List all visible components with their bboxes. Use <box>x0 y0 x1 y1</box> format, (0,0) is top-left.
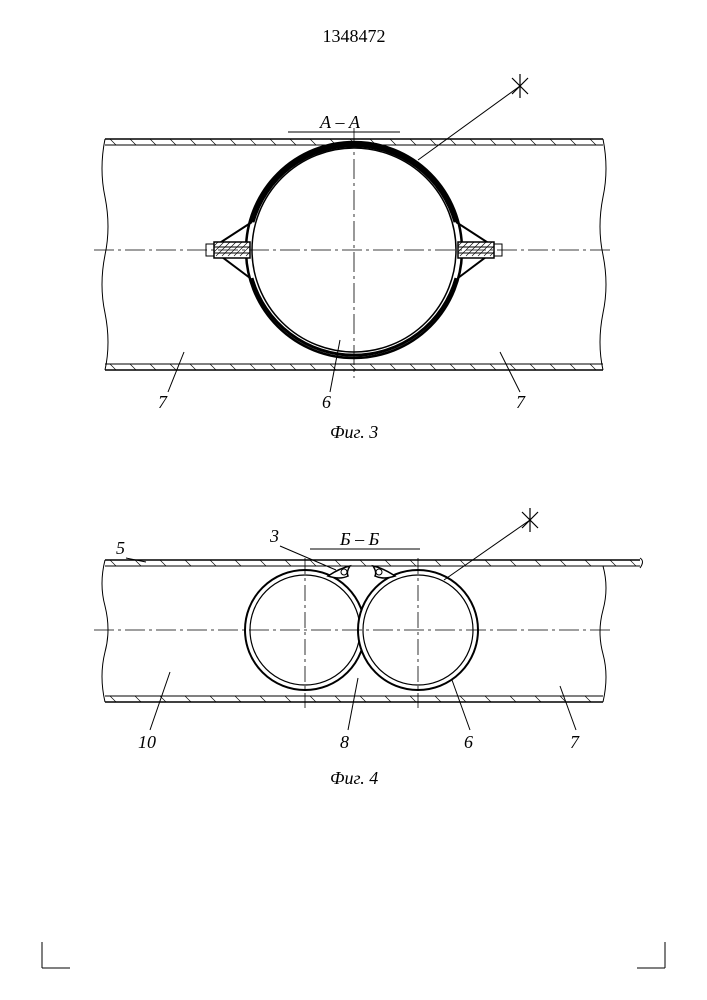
fig4-label-8: 8 <box>340 732 349 752</box>
fig3-caption: Фиг. 3 <box>330 422 378 442</box>
fig3-section-label: А – А <box>319 112 361 132</box>
fig4-top-hatch <box>110 560 636 566</box>
fig4-leader-10 <box>150 672 170 730</box>
fig3-leader-7-left <box>168 352 184 392</box>
fig4-right-bracket <box>373 566 395 578</box>
asterisk-mark-icon <box>512 74 528 98</box>
fig3-label-7-left: 7 <box>158 392 168 412</box>
page-number: 1348472 <box>323 26 386 46</box>
drawing-canvas: 1348472 А – А <box>0 0 707 1000</box>
figure-3: А – А <box>94 74 614 442</box>
fig4-label-5: 5 <box>116 538 125 558</box>
fig4-label-10: 10 <box>138 732 156 752</box>
fig4-plate-end <box>640 558 643 568</box>
fig4-label-3: 3 <box>269 526 279 546</box>
fig4-break-left <box>102 560 108 702</box>
fig4-leader-6 <box>452 680 470 730</box>
fig4-leader <box>444 520 530 580</box>
fig4-break-right <box>600 566 606 702</box>
asterisk-mark-icon-2 <box>522 508 538 532</box>
fig3-leader-7-right <box>500 352 520 392</box>
fig4-section-label: Б – Б <box>339 529 380 549</box>
fig4-bottom-hatch <box>110 696 591 702</box>
fig4-leader-8 <box>348 678 358 730</box>
fig3-leader <box>418 86 520 160</box>
figure-4: Б – Б <box>94 508 643 788</box>
fig4-leader-7 <box>560 686 576 730</box>
fig4-label-6: 6 <box>464 732 473 752</box>
fig4-label-7: 7 <box>570 732 580 752</box>
fig3-leader-6 <box>330 340 340 392</box>
page: 1348472 А – А <box>0 0 707 1000</box>
fig3-label-6: 6 <box>322 392 331 412</box>
fig3-label-7-right: 7 <box>516 392 526 412</box>
fig4-caption: Фиг. 4 <box>330 768 378 788</box>
